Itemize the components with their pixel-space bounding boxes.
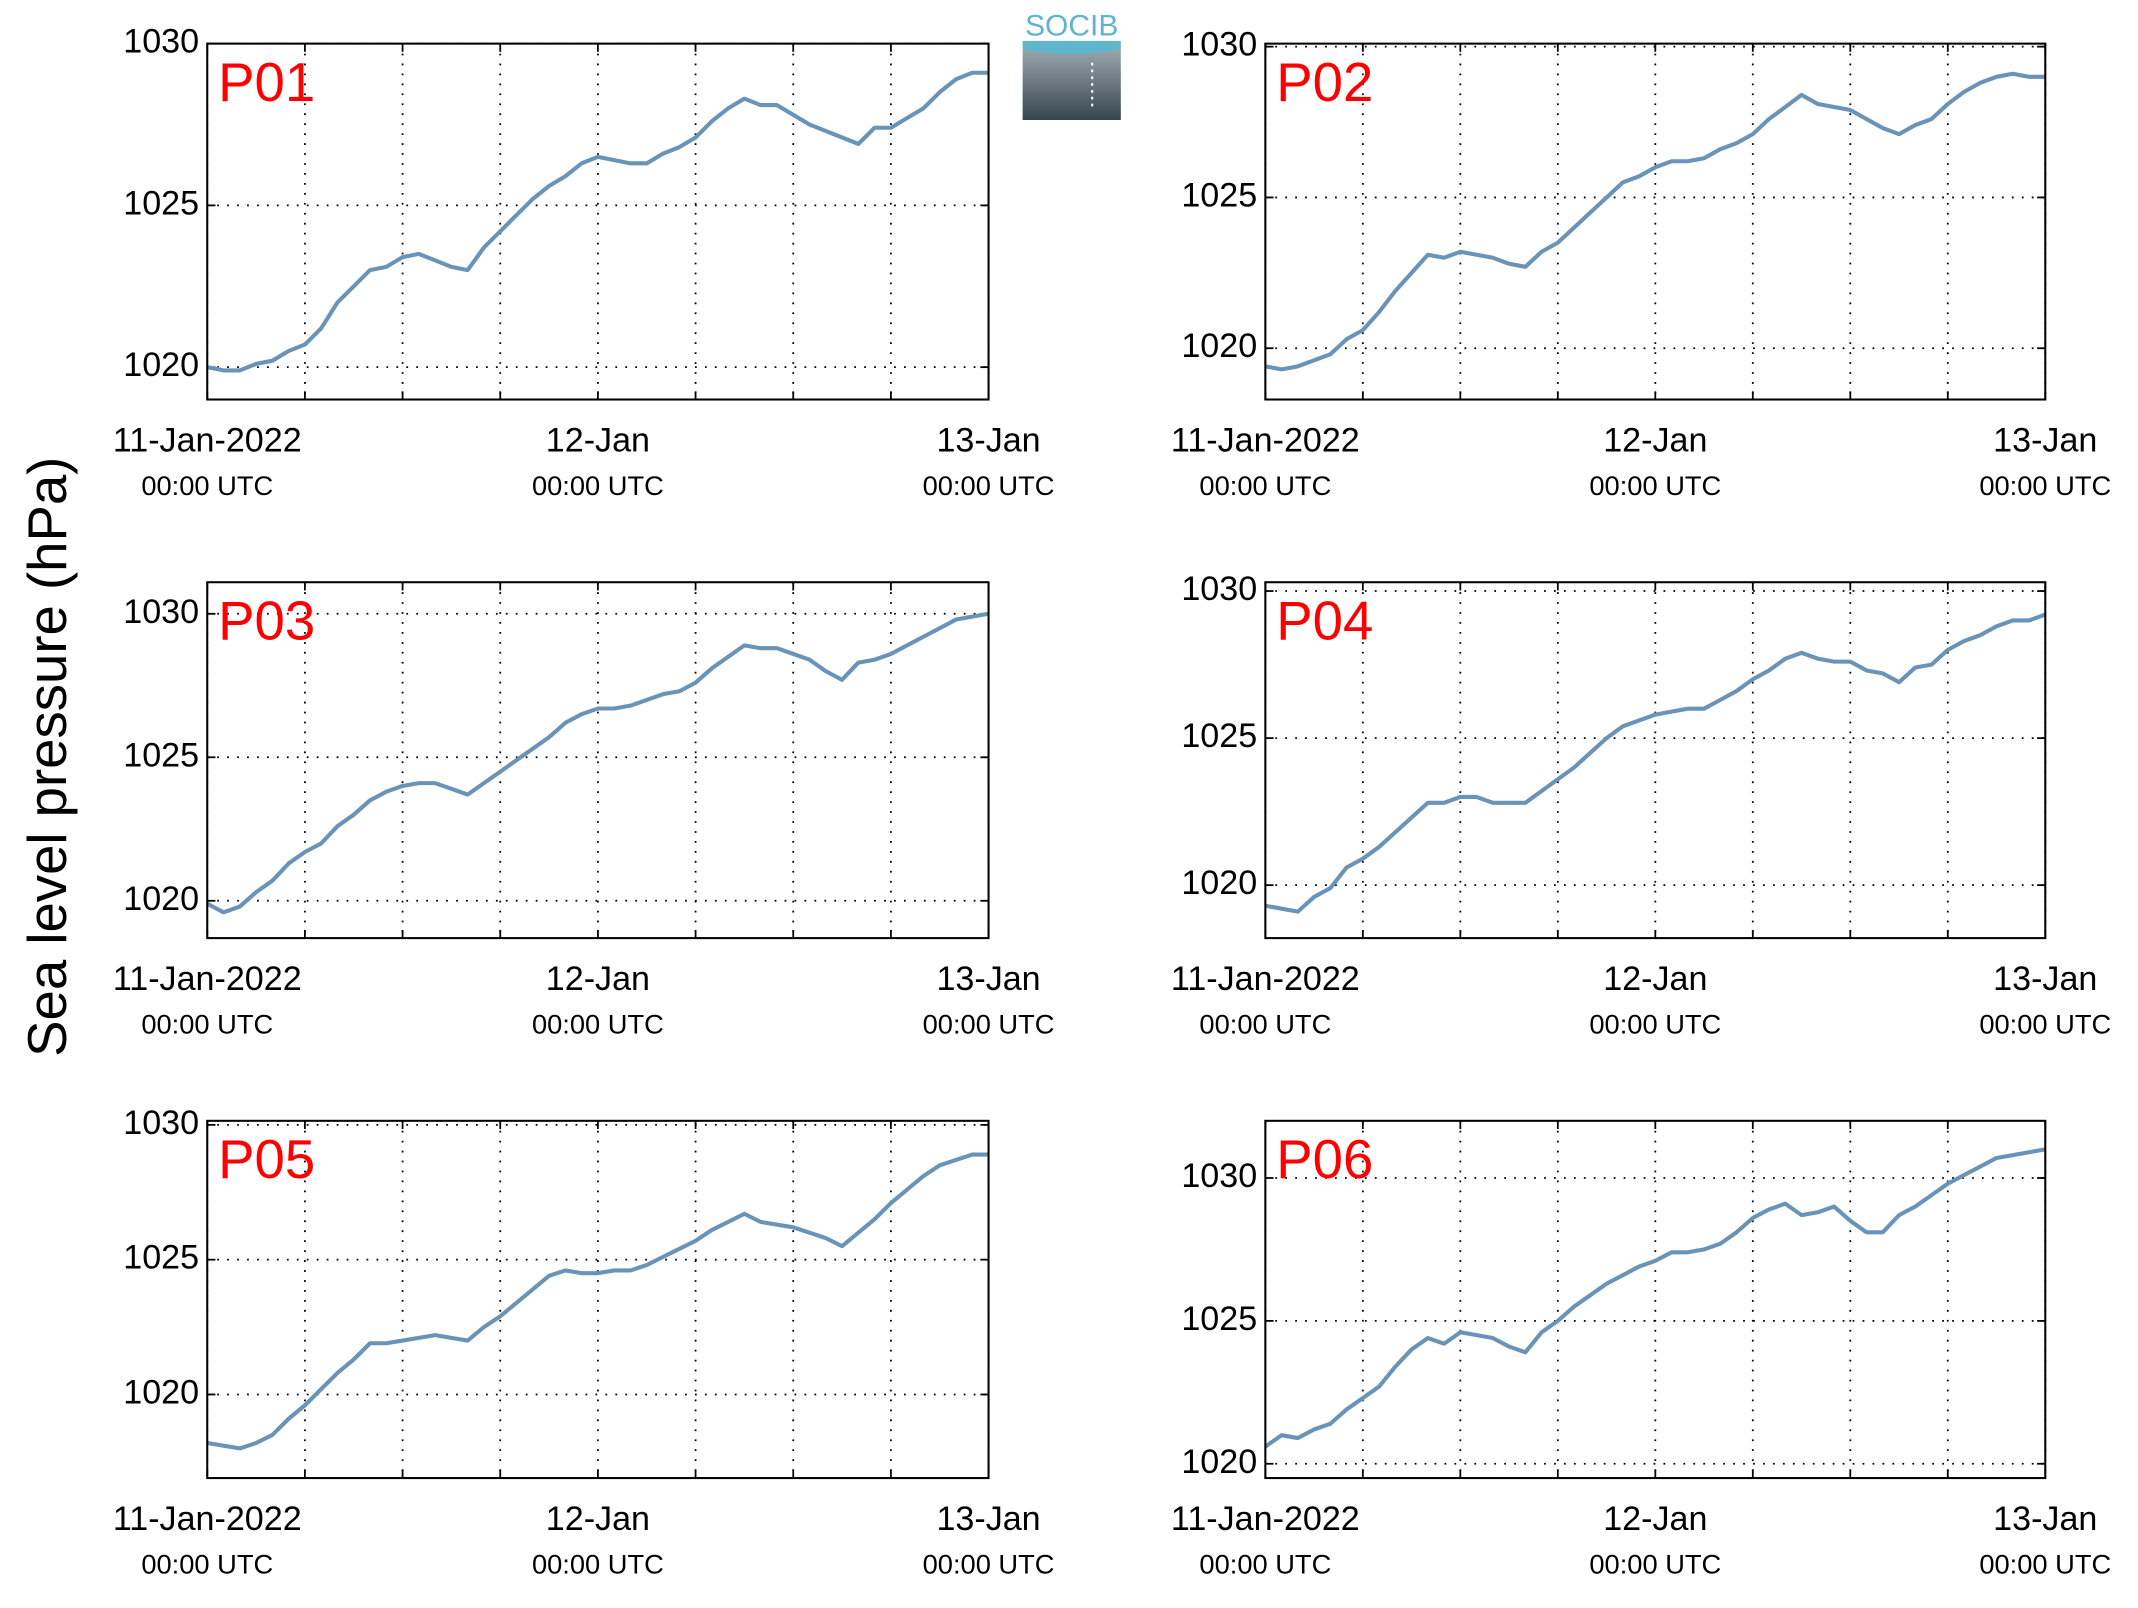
y-tick-label: 1030 (1181, 1157, 1257, 1195)
y-tick-label: 1020 (1181, 864, 1257, 902)
logo: SOCIB (1022, 9, 1121, 120)
plot-frame (1264, 42, 2047, 401)
x-tick-sublabel: 00:00 UTC (1589, 1549, 1721, 1580)
y-tick-label: 1025 (1181, 717, 1257, 755)
x-tick-sublabel: 00:00 UTC (1979, 1549, 2111, 1580)
plot-frame (206, 42, 990, 401)
y-tick-label: 1020 (123, 346, 199, 384)
plot-area (207, 1120, 989, 1479)
x-tick-label: 11-Jan-2022 (113, 960, 302, 998)
y-tick-label: 1020 (123, 880, 199, 918)
y-tick-label: 1030 (1181, 570, 1257, 608)
x-tick-sublabel: 00:00 UTC (1979, 1009, 2111, 1040)
y-tick-label: 1030 (123, 23, 199, 61)
x-tick-sublabel: 00:00 UTC (923, 1549, 1055, 1580)
x-tick-label: 13-Jan (936, 1500, 1040, 1538)
x-tick-sublabel: 00:00 UTC (1589, 470, 1721, 501)
x-tick-label: 12-Jan (1603, 960, 1707, 998)
plot-area (207, 582, 989, 939)
x-tick-sublabel: 00:00 UTC (141, 1549, 273, 1580)
x-tick-sublabel: 00:00 UTC (532, 470, 664, 501)
x-tick-label: 11-Jan-2022 (113, 1500, 302, 1538)
y-tick-label: 1020 (123, 1373, 199, 1411)
panel-title: P06 (1276, 1129, 1373, 1190)
plot-area (1265, 1120, 2046, 1479)
x-tick-sublabel: 00:00 UTC (1979, 470, 2111, 501)
x-tick-label: 13-Jan (936, 421, 1040, 459)
y-tick-label: 1030 (1181, 26, 1257, 64)
logo-wave (1022, 40, 1121, 55)
x-tick-sublabel: 00:00 UTC (1589, 1009, 1721, 1040)
plot-area (207, 43, 989, 400)
y-tick-label: 1025 (123, 1239, 199, 1277)
panel: 1020 1025 1030 11-Jan-2022 00:00 UTC 12-Jan 00… (113, 23, 1055, 501)
x-tick-sublabel: 00:00 UTC (1199, 1549, 1331, 1580)
panel: 1020 1025 1030 11-Jan-2022 00:00 UTC 12-Jan 00… (1171, 570, 2111, 1040)
panel-title: P02 (1276, 52, 1373, 113)
x-tick-sublabel: 00:00 UTC (923, 1009, 1055, 1040)
y-tick-label: 1025 (123, 736, 199, 774)
panel: 1020 1025 1030 11-Jan-2022 00:00 UTC 12-Jan 00… (113, 1104, 1055, 1580)
x-tick-sublabel: 00:00 UTC (532, 1549, 664, 1580)
x-tick-sublabel: 00:00 UTC (141, 470, 273, 501)
x-tick-sublabel: 00:00 UTC (923, 470, 1055, 501)
y-tick-label: 1025 (123, 184, 199, 222)
panel-title: P04 (1276, 590, 1373, 651)
x-tick-label: 12-Jan (546, 421, 650, 459)
plot-area (1265, 43, 2046, 400)
y-axis-label: Sea level pressure (hPa) (17, 457, 78, 1057)
plot-frame (1264, 581, 2047, 940)
plot-frame (1264, 1119, 2047, 1480)
data-line (1264, 71, 2046, 372)
plot-area (1265, 582, 2046, 939)
x-tick-label: 12-Jan (546, 960, 650, 998)
y-tick-label: 1025 (1181, 1300, 1257, 1338)
x-tick-label: 11-Jan-2022 (1171, 960, 1360, 998)
x-tick-sublabel: 00:00 UTC (532, 1009, 664, 1040)
x-tick-label: 13-Jan (936, 960, 1040, 998)
x-tick-label: 13-Jan (1993, 960, 2097, 998)
panel-title: P03 (218, 590, 315, 651)
x-tick-label: 12-Jan (546, 1500, 650, 1538)
plot-frame (206, 581, 990, 940)
y-tick-label: 1020 (1181, 1443, 1257, 1481)
x-tick-label: 11-Jan-2022 (1171, 421, 1360, 459)
x-tick-label: 13-Jan (1993, 1500, 2097, 1538)
data-line (206, 1152, 989, 1451)
x-tick-label: 11-Jan-2022 (1171, 1500, 1360, 1538)
x-tick-sublabel: 00:00 UTC (1199, 470, 1331, 501)
data-line (206, 70, 989, 373)
x-tick-label: 12-Jan (1603, 1500, 1707, 1538)
panel-title: P05 (218, 1129, 315, 1190)
data-line (1264, 1147, 2046, 1449)
panel: 1020 1025 1030 11-Jan-2022 00:00 UTC 12-Jan 00… (113, 581, 1055, 1040)
y-tick-label: 1030 (123, 1104, 199, 1142)
x-tick-sublabel: 00:00 UTC (1199, 1009, 1331, 1040)
x-tick-label: 11-Jan-2022 (113, 421, 302, 459)
panel: 1020 1025 1030 11-Jan-2022 00:00 UTC 12-Jan 00… (1171, 1119, 2111, 1580)
panel: 1020 1025 1030 11-Jan-2022 00:00 UTC 12-Jan 00… (1171, 26, 2111, 501)
logo-text: SOCIB (1025, 9, 1118, 42)
panel-title: P01 (218, 52, 315, 113)
logo-block (1022, 49, 1121, 120)
y-tick-label: 1030 (123, 593, 199, 631)
data-line (1264, 612, 2046, 914)
y-tick-label: 1020 (1181, 327, 1257, 365)
plot-frame (206, 1119, 990, 1480)
y-tick-label: 1025 (1181, 176, 1257, 214)
x-tick-label: 13-Jan (1993, 421, 2097, 459)
data-line (206, 611, 989, 915)
x-tick-label: 12-Jan (1603, 421, 1707, 459)
x-tick-sublabel: 00:00 UTC (141, 1009, 273, 1040)
